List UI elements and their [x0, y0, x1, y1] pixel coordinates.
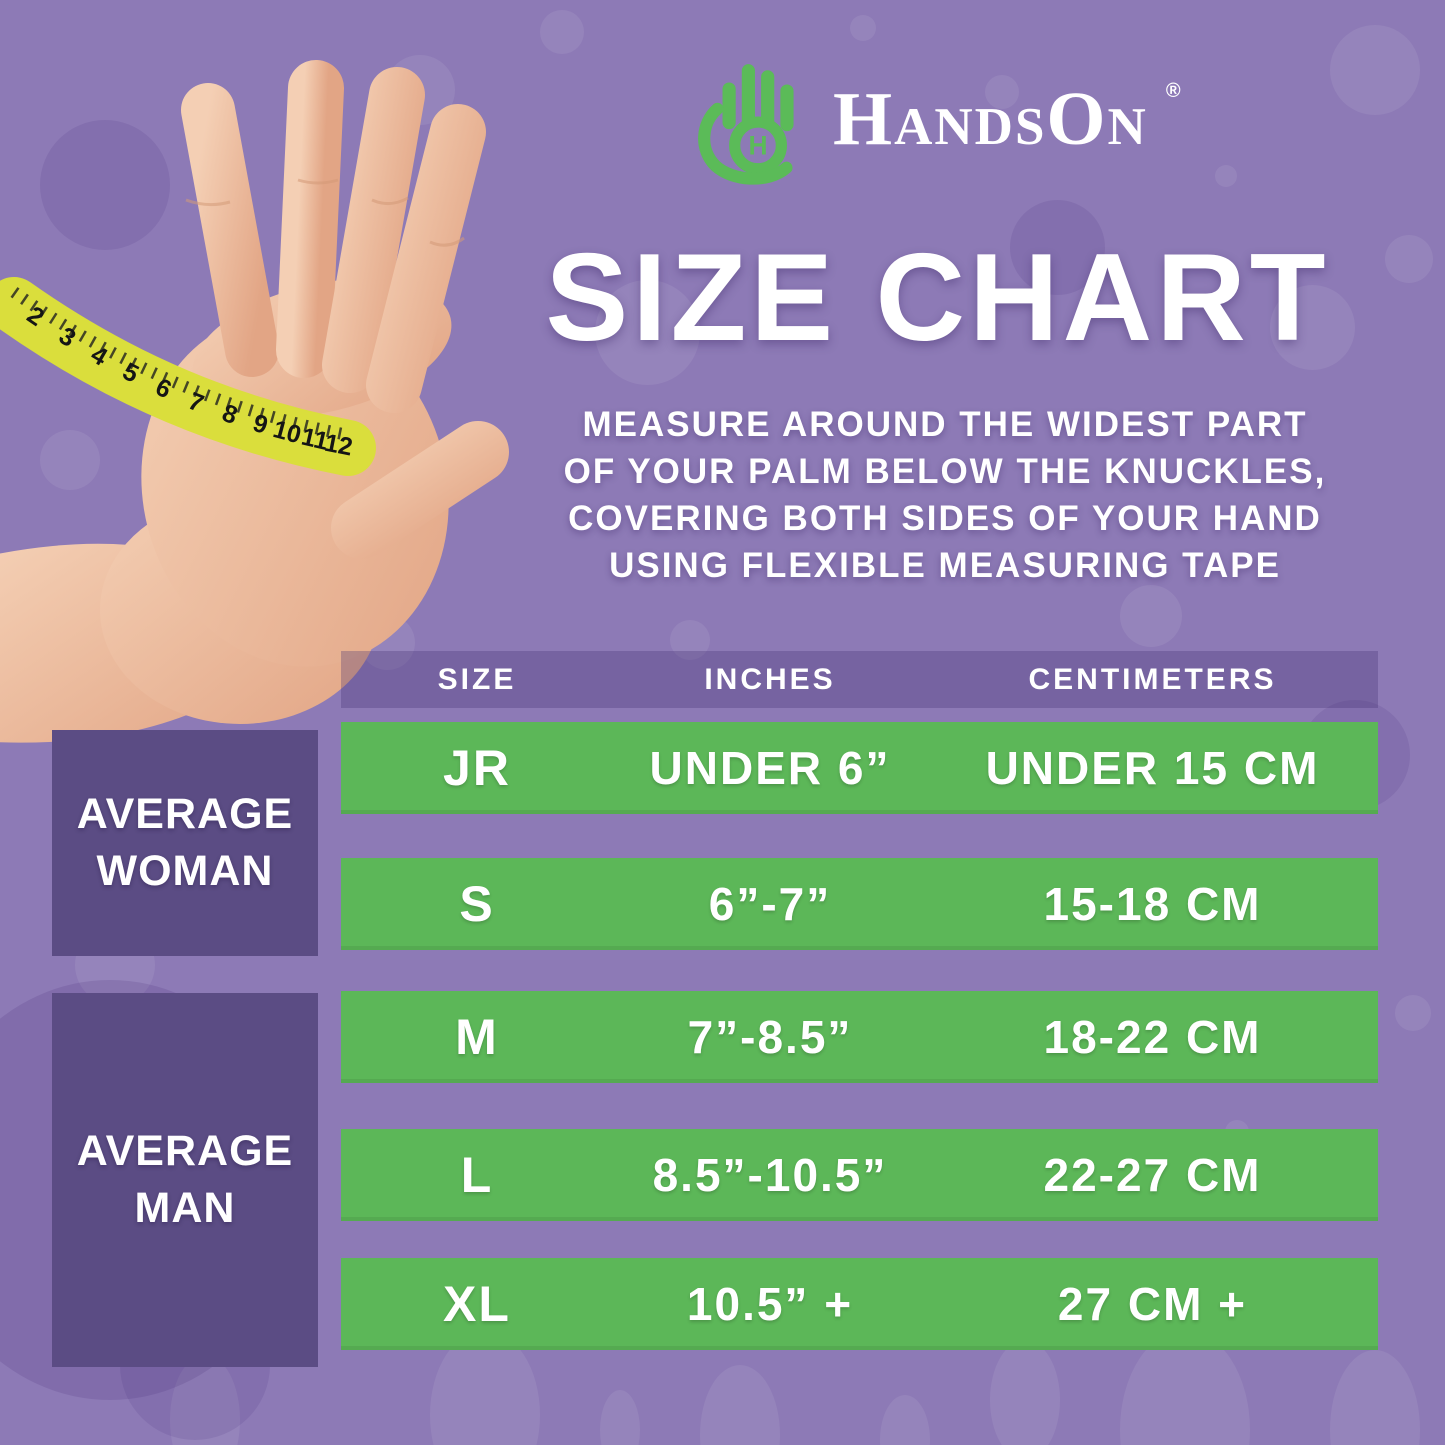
- finger-creases: [185, 178, 465, 247]
- measuring-tape: 2 3 4 5 6 7 8 9 10 11 12: [0, 277, 376, 476]
- hand-shape: [0, 60, 509, 743]
- bubble-decoration: [540, 10, 584, 54]
- bubble-decoration: [700, 1365, 780, 1445]
- column-header-inches: INCHES: [704, 662, 836, 696]
- table-row-s: S 6”-7” 15-18 CM: [341, 858, 1378, 950]
- bubble-decoration: [600, 1390, 640, 1445]
- centimeters-cell: 15-18 CM: [1043, 878, 1262, 930]
- bubble-decoration: [1395, 995, 1431, 1031]
- instruction-line: COVERING BOTH SIDES OF YOUR HAND: [568, 499, 1322, 538]
- size-cell: XL: [443, 1276, 511, 1332]
- size-cell: JR: [443, 740, 511, 796]
- inches-cell: UNDER 6”: [649, 742, 891, 794]
- inches-cell: 10.5” +: [686, 1278, 854, 1330]
- measuring-instructions: MEASURE AROUND THE WIDEST PART OF YOUR P…: [455, 401, 1435, 589]
- page-title: SIZE CHART: [545, 229, 1330, 367]
- instruction-line: USING FLEXIBLE MEASURING TAPE: [609, 546, 1281, 585]
- table-row-jr: JR UNDER 6” UNDER 15 CM: [341, 722, 1378, 814]
- inches-cell: 6”-7”: [708, 878, 832, 930]
- centimeters-cell: UNDER 15 CM: [985, 742, 1320, 794]
- bubble-decoration: [1330, 1350, 1420, 1445]
- logo-h-letter: H: [748, 131, 767, 161]
- group-label-average-woman: AVERAGE WOMAN: [52, 730, 318, 956]
- column-header-size: SIZE: [437, 662, 517, 696]
- bubble-decoration: [990, 1340, 1060, 1445]
- group-label-line: AVERAGE: [76, 790, 294, 838]
- bubble-decoration: [1215, 165, 1237, 187]
- group-label-average-man: AVERAGE MAN: [52, 993, 318, 1367]
- table-row-l: L 8.5”-10.5” 22-27 CM: [341, 1129, 1378, 1221]
- group-label-line: MAN: [134, 1184, 236, 1232]
- column-header-centimeters: CENTIMETERS: [1028, 662, 1277, 696]
- size-cell: M: [455, 1009, 499, 1065]
- centimeters-cell: 18-22 CM: [1043, 1011, 1262, 1063]
- table-header-row: SIZE INCHES CENTIMETERS: [341, 651, 1378, 708]
- bubble-decoration: [850, 15, 876, 41]
- svg-text:11: 11: [299, 423, 331, 456]
- inches-cell: 8.5”-10.5”: [652, 1149, 888, 1201]
- instruction-line: MEASURE AROUND THE WIDEST PART: [582, 405, 1308, 444]
- size-cell: S: [459, 876, 495, 932]
- table-row-m: M 7”-8.5” 18-22 CM: [341, 991, 1378, 1083]
- bubble-decoration: [1120, 585, 1182, 647]
- instruction-line: OF YOUR PALM BELOW THE KNUCKLES,: [563, 452, 1327, 491]
- group-label-line: AVERAGE: [76, 1127, 294, 1175]
- centimeters-cell: 27 CM +: [1057, 1278, 1248, 1330]
- svg-text:12: 12: [322, 429, 355, 462]
- table-row-xl: XL 10.5” + 27 CM +: [341, 1258, 1378, 1350]
- size-cell: L: [460, 1147, 494, 1203]
- hand-photo: 2 3 4 5 6 7 8 9 10 11 12: [0, 60, 509, 743]
- registered-trademark: ®: [1165, 80, 1181, 102]
- hand-spiral-icon: H: [698, 64, 794, 185]
- brand-logo: H HandsOn ®: [695, 52, 1215, 186]
- group-label-line: WOMAN: [96, 847, 274, 895]
- centimeters-cell: 22-27 CM: [1043, 1149, 1262, 1201]
- bubble-decoration: [880, 1395, 930, 1445]
- bubble-decoration: [170, 1355, 240, 1445]
- inches-cell: 7”-8.5”: [687, 1011, 853, 1063]
- bubble-decoration: [1330, 25, 1420, 115]
- brand-name: HandsOn: [833, 77, 1148, 161]
